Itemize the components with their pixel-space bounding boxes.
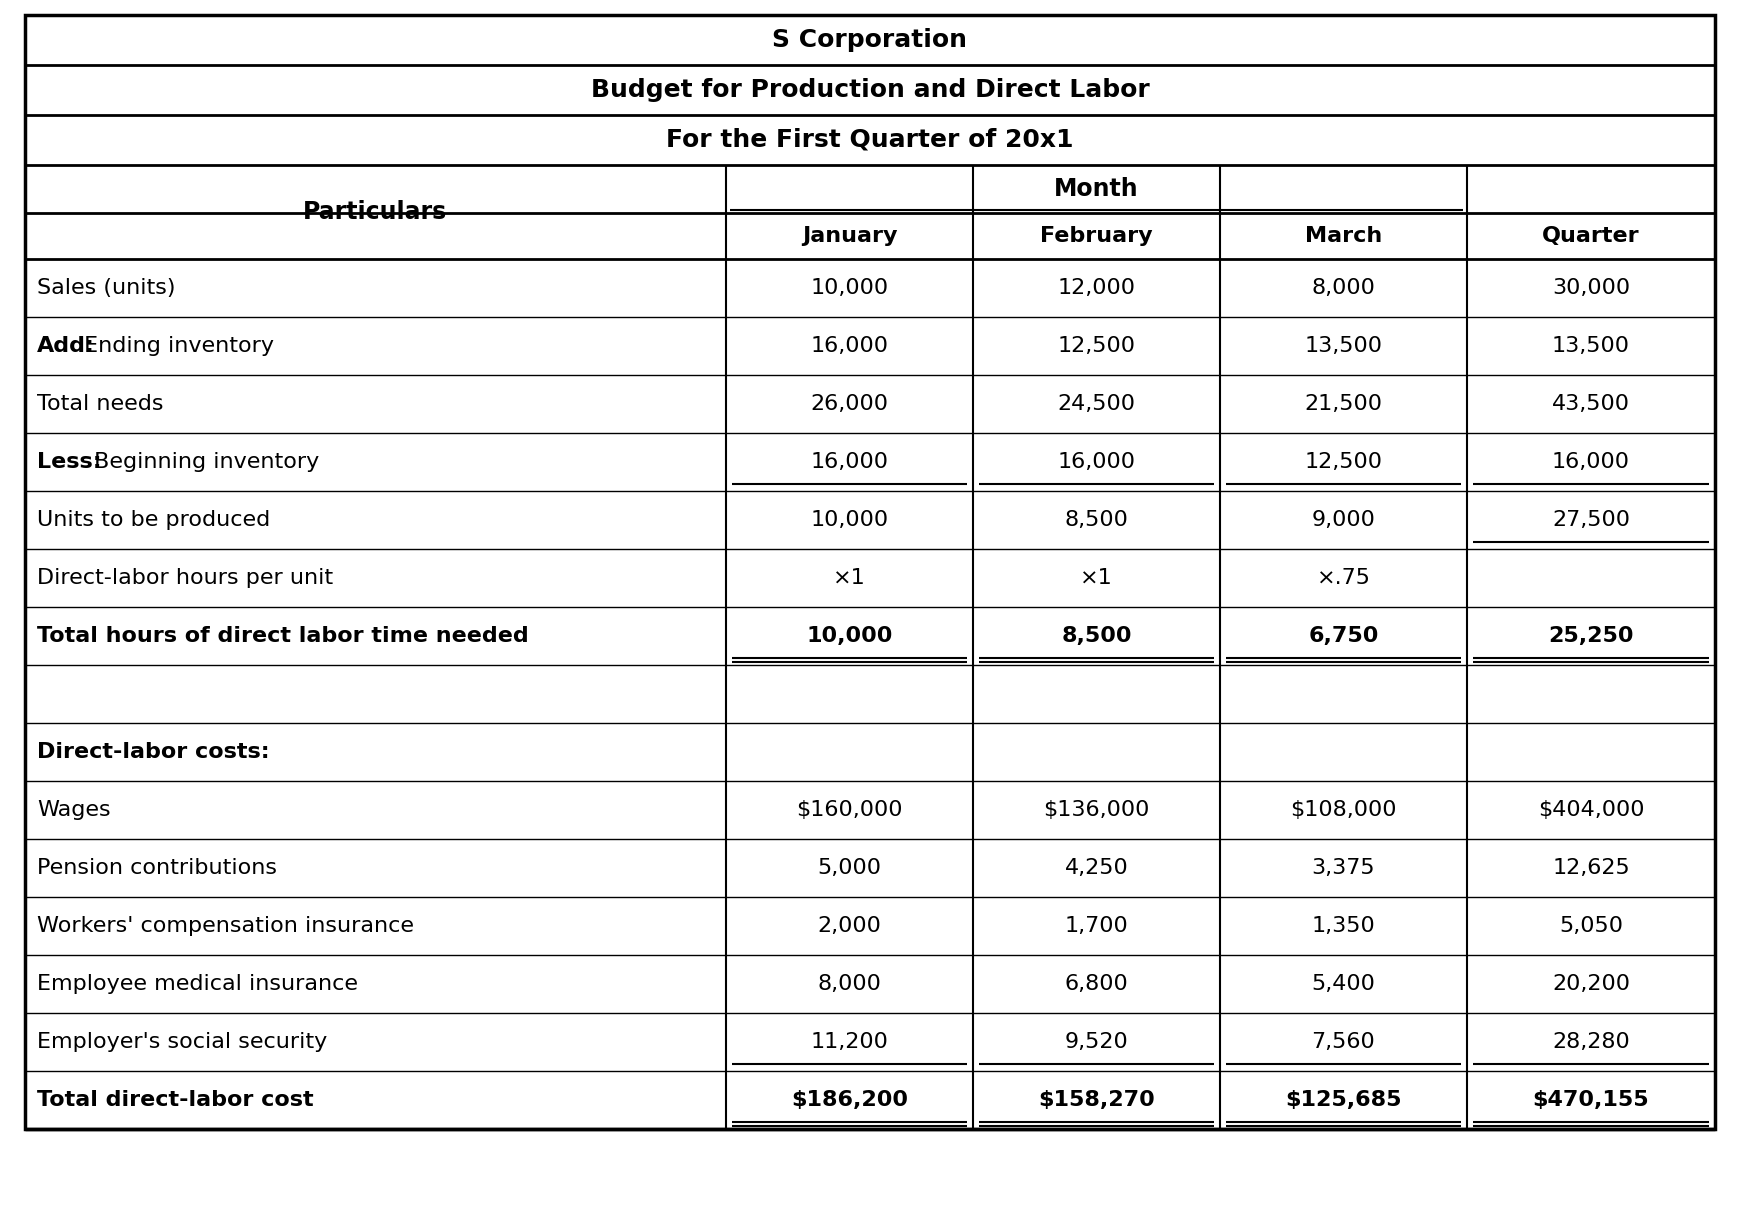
Text: Particulars: Particulars (303, 200, 447, 224)
Text: March: March (1304, 227, 1381, 246)
Text: $160,000: $160,000 (796, 800, 903, 819)
Text: 13,500: 13,500 (1304, 336, 1383, 355)
Text: 6,750: 6,750 (1308, 627, 1377, 646)
Text: Month: Month (1054, 177, 1137, 201)
Text: Ending inventory: Ending inventory (77, 336, 273, 355)
Text: $158,270: $158,270 (1038, 1091, 1155, 1110)
Text: 16,000: 16,000 (1551, 452, 1629, 472)
Text: 43,500: 43,500 (1551, 394, 1629, 415)
Text: 8,500: 8,500 (1064, 510, 1129, 530)
Text: 10,000: 10,000 (805, 627, 892, 646)
Text: Quarter: Quarter (1541, 227, 1638, 246)
Text: ×1: ×1 (1080, 568, 1113, 588)
Text: 1,350: 1,350 (1311, 916, 1374, 936)
Text: $404,000: $404,000 (1537, 800, 1643, 819)
Text: 12,000: 12,000 (1057, 278, 1136, 298)
Text: 26,000: 26,000 (810, 394, 889, 415)
Text: Wages: Wages (37, 800, 111, 819)
Text: Workers' compensation insurance: Workers' compensation insurance (37, 916, 414, 936)
Text: 30,000: 30,000 (1551, 278, 1629, 298)
Text: 16,000: 16,000 (810, 336, 889, 355)
Text: 8,500: 8,500 (1061, 627, 1130, 646)
Text: 4,250: 4,250 (1064, 858, 1127, 878)
Text: 24,500: 24,500 (1057, 394, 1136, 415)
Text: 25,250: 25,250 (1548, 627, 1633, 646)
Text: 3,375: 3,375 (1311, 858, 1374, 878)
Text: 5,400: 5,400 (1311, 974, 1374, 994)
Text: January: January (802, 227, 897, 246)
Text: $108,000: $108,000 (1290, 800, 1396, 819)
Text: 11,200: 11,200 (810, 1031, 889, 1052)
Text: 27,500: 27,500 (1551, 510, 1629, 530)
Text: ×.75: ×.75 (1316, 568, 1370, 588)
Text: 10,000: 10,000 (810, 278, 889, 298)
Text: $470,155: $470,155 (1532, 1091, 1649, 1110)
Text: Employer's social security: Employer's social security (37, 1031, 327, 1052)
Text: 2,000: 2,000 (817, 916, 882, 936)
Text: 8,000: 8,000 (1311, 278, 1374, 298)
Text: For the First Quarter of 20x1: For the First Quarter of 20x1 (666, 128, 1073, 152)
Text: Pension contributions: Pension contributions (37, 858, 277, 878)
Text: Employee medical insurance: Employee medical insurance (37, 974, 358, 994)
Text: 1,700: 1,700 (1064, 916, 1127, 936)
Text: 12,500: 12,500 (1057, 336, 1136, 355)
Text: Budget for Production and Direct Labor: Budget for Production and Direct Labor (590, 78, 1149, 102)
Text: Direct-labor hours per unit: Direct-labor hours per unit (37, 568, 332, 588)
Text: 21,500: 21,500 (1304, 394, 1383, 415)
Text: February: February (1040, 227, 1153, 246)
Text: Total hours of direct labor time needed: Total hours of direct labor time needed (37, 627, 529, 646)
Text: 20,200: 20,200 (1551, 974, 1629, 994)
Text: Total needs: Total needs (37, 394, 163, 415)
Text: $186,200: $186,200 (791, 1091, 908, 1110)
Text: S Corporation: S Corporation (772, 28, 967, 52)
Text: 28,280: 28,280 (1551, 1031, 1629, 1052)
Text: 5,000: 5,000 (817, 858, 882, 878)
Text: Units to be produced: Units to be produced (37, 510, 270, 530)
Text: ×1: ×1 (833, 568, 866, 588)
Text: 16,000: 16,000 (810, 452, 889, 472)
Text: $125,685: $125,685 (1285, 1091, 1402, 1110)
Text: 10,000: 10,000 (810, 510, 889, 530)
Text: Total direct-labor cost: Total direct-labor cost (37, 1091, 313, 1110)
Text: 9,520: 9,520 (1064, 1031, 1127, 1052)
Text: Less:: Less: (37, 452, 101, 472)
Text: 16,000: 16,000 (1057, 452, 1136, 472)
Text: 12,625: 12,625 (1551, 858, 1629, 878)
Text: $136,000: $136,000 (1043, 800, 1149, 819)
Text: Direct-labor costs:: Direct-labor costs: (37, 742, 270, 762)
Text: Beginning inventory: Beginning inventory (87, 452, 318, 472)
Text: 7,560: 7,560 (1311, 1031, 1374, 1052)
Text: 12,500: 12,500 (1304, 452, 1383, 472)
Text: 8,000: 8,000 (817, 974, 882, 994)
Text: Add:: Add: (37, 336, 96, 355)
Text: 9,000: 9,000 (1311, 510, 1374, 530)
Text: 13,500: 13,500 (1551, 336, 1629, 355)
Text: 6,800: 6,800 (1064, 974, 1127, 994)
Text: Sales (units): Sales (units) (37, 278, 176, 298)
Text: 5,050: 5,050 (1558, 916, 1622, 936)
